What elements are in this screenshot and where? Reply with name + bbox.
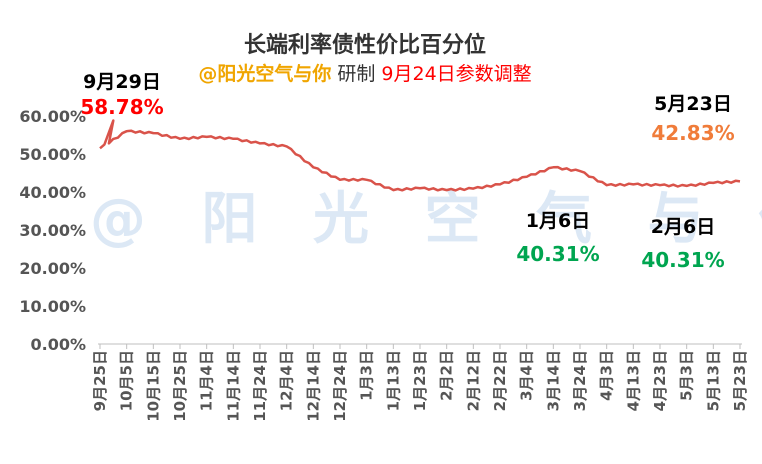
x-tick-label: 4月13日	[624, 350, 642, 411]
x-tick-label: 2月12日	[464, 350, 482, 411]
x-tick-label: 5月23日	[731, 350, 749, 411]
x-tick-label: 11月24日	[251, 350, 269, 422]
y-tick-label: 30.00%	[19, 221, 86, 240]
y-tick-label: 20.00%	[19, 259, 86, 278]
annotation-feb6-date: 2月6日	[651, 216, 715, 238]
annotation-jan6-value: 40.31%	[516, 242, 599, 266]
x-tick-label: 10月25日	[171, 350, 189, 422]
x-tick-label: 2月2日	[438, 350, 456, 401]
x-tick-label: 3月14日	[544, 350, 562, 411]
x-tick-label: 11月14日	[224, 350, 242, 422]
y-tick-label: 60.00%	[19, 107, 86, 126]
x-tick-label: 1月3日	[358, 350, 376, 401]
x-tick-label: 2月22日	[491, 350, 509, 411]
x-tick-label: 10月15日	[144, 350, 162, 422]
subtitle-note: 9月24日参数调整	[381, 63, 531, 85]
x-tick-label: 4月23日	[651, 350, 669, 411]
x-tick-label: 12月24日	[331, 350, 349, 422]
x-tick-label: 1月23日	[411, 350, 429, 411]
x-axis-labels: 9月25日 10月5日 10月15日 10月25日 11月4日 11月14日 11月24日 1…	[91, 350, 749, 422]
x-tick-label: 4月3日	[598, 350, 616, 401]
x-axis-ticks	[99, 344, 741, 349]
y-tick-label: 40.00%	[19, 183, 86, 202]
chart-title: 长端利率债性价比百分位	[244, 32, 486, 58]
series-line	[99, 119, 741, 192]
annotation-jan6-date: 1月6日	[526, 210, 590, 232]
x-tick-label: 3月24日	[571, 350, 589, 411]
annotation-peak-value: 58.78%	[80, 95, 163, 119]
chart-subtitle: @阳光空气与你 研制 9月24日参数调整	[198, 62, 531, 85]
x-tick-label: 11月4日	[198, 350, 216, 411]
y-axis: 0.00% 10.00% 20.00% 30.00% 40.00% 50.00%…	[19, 107, 86, 354]
annotation-may23-value: 42.83%	[651, 121, 734, 145]
annotation-peak-date: 9月29日	[83, 71, 161, 93]
y-tick-label: 50.00%	[19, 145, 86, 164]
subtitle-middle: 研制	[331, 63, 381, 85]
y-tick-label: 0.00%	[30, 335, 86, 354]
x-tick-label: 12月14日	[304, 350, 322, 422]
watermark-text: @ 阳 光 空 气 与 你	[90, 187, 762, 252]
subtitle-handle: @阳光空气与你	[198, 62, 331, 85]
annotation-may23-date: 5月23日	[654, 93, 732, 115]
annotation-feb6-value: 40.31%	[641, 248, 724, 272]
y-tick-label: 10.00%	[19, 297, 86, 316]
x-tick-label: 5月13日	[704, 350, 722, 411]
x-tick-label: 5月3日	[678, 350, 696, 401]
x-tick-label: 9月25日	[91, 350, 109, 411]
x-tick-label: 3月4日	[518, 350, 536, 401]
x-tick-label: 10月5日	[118, 350, 136, 411]
x-tick-label: 1月13日	[384, 350, 402, 411]
x-tick-label: 12月4日	[278, 350, 296, 411]
